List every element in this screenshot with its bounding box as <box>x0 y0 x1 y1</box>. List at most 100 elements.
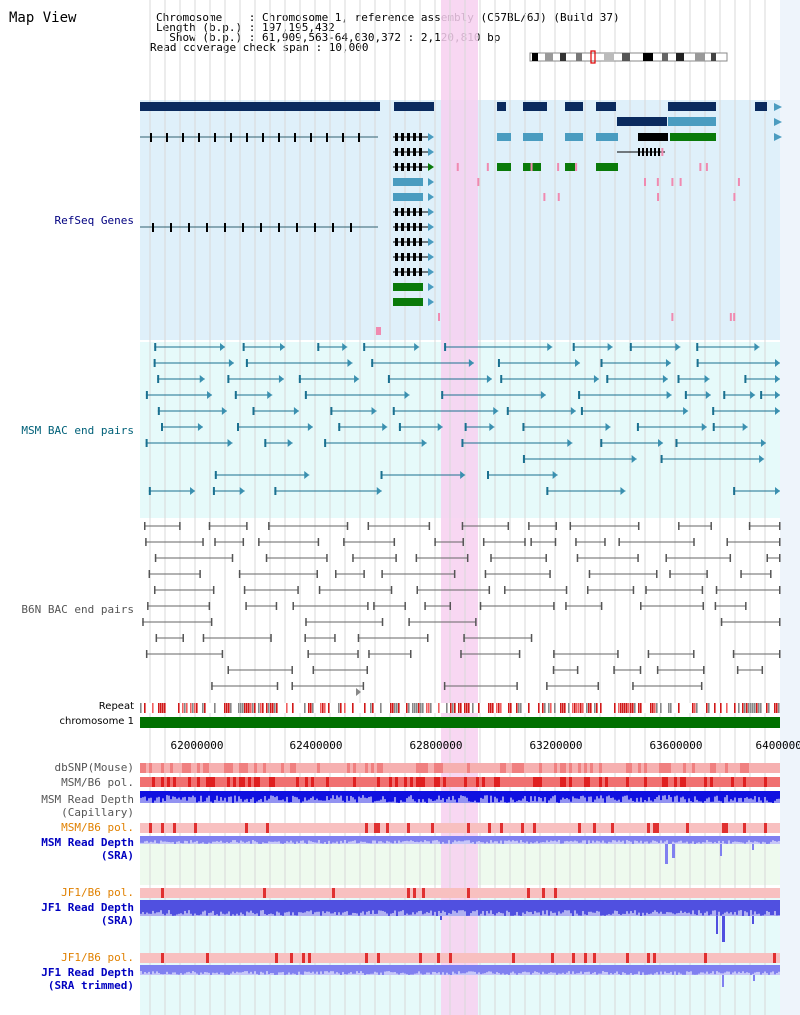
heat-cell <box>242 777 245 787</box>
repeat-element <box>266 703 268 713</box>
depth-variation <box>526 841 528 844</box>
depth-variation <box>492 802 494 803</box>
depth-variation <box>582 973 584 975</box>
repeat-element <box>752 703 754 713</box>
repeat-element <box>190 703 192 713</box>
depth-variation <box>696 799 698 803</box>
depth-variation <box>148 842 150 844</box>
depth-variation <box>238 796 240 803</box>
refseq-genes[interactable] <box>140 102 782 335</box>
bac-end <box>428 522 431 530</box>
heat-cell <box>275 953 278 963</box>
exon <box>419 268 422 276</box>
depth-variation <box>334 842 336 844</box>
bac-end-arrow <box>304 471 310 479</box>
msm-bac-track-label[interactable]: MSM BAC end pairs <box>21 424 134 437</box>
depth-variation <box>336 841 338 844</box>
depth-variation <box>308 799 310 803</box>
repeat-element <box>490 703 492 713</box>
depth-variation <box>758 971 760 975</box>
repeat-element <box>258 703 260 713</box>
depth-variation <box>752 842 754 844</box>
heat-cell <box>167 777 170 787</box>
bac-end <box>760 391 763 399</box>
bac-end <box>779 554 781 562</box>
depth-variation <box>386 971 388 975</box>
bac-end <box>307 650 309 658</box>
depth-spike <box>752 844 754 850</box>
depth-variation <box>334 973 336 975</box>
bac-end <box>600 359 603 367</box>
depth-variation <box>354 799 356 803</box>
heat-cell <box>410 777 413 787</box>
depth-variation <box>444 802 446 803</box>
depth-variation <box>772 840 774 844</box>
refseq-track-label[interactable]: RefSeq Genes <box>54 214 134 227</box>
bac-end <box>179 522 181 530</box>
exon <box>419 253 422 261</box>
b6n-bac-track-label[interactable]: B6N BAC end pairs <box>21 603 134 616</box>
repeat-element <box>186 703 188 713</box>
depth-variation <box>448 840 450 844</box>
repeat-element <box>634 703 636 713</box>
depth-variation <box>384 911 386 916</box>
jf1-depth-trim-label-2: (SRA trimmed) <box>47 979 134 992</box>
depth-variation <box>744 973 746 975</box>
heat-cell <box>419 763 422 773</box>
depth-variation <box>388 841 390 844</box>
depth-variation <box>450 800 452 803</box>
bac-end <box>693 538 695 546</box>
depth-variation <box>192 795 194 803</box>
depth-variation <box>252 797 254 803</box>
highlight-region[interactable] <box>441 0 478 1015</box>
repeat-element <box>588 703 590 713</box>
heat-cell <box>662 777 665 787</box>
depth-variation <box>774 840 776 844</box>
depth-variation <box>174 972 176 975</box>
bac-end <box>148 487 151 495</box>
depth-variation <box>354 913 356 916</box>
depth-variation <box>566 797 568 803</box>
depth-variation <box>380 910 382 916</box>
bac-end <box>632 586 635 594</box>
depth-variation <box>228 911 230 916</box>
repeat-element <box>164 703 166 713</box>
depth-variation <box>428 912 430 916</box>
repeat-element <box>628 703 630 713</box>
repeat-element <box>750 703 752 713</box>
exon <box>262 133 264 142</box>
depth-variation <box>188 971 190 975</box>
depth-variation <box>528 801 530 803</box>
repeat-element <box>328 703 330 713</box>
exon <box>198 133 200 142</box>
depth-variation <box>400 911 402 916</box>
repeat-element <box>196 703 198 713</box>
depth-variation <box>532 843 534 844</box>
depth-variation <box>500 840 502 844</box>
depth-variation <box>200 914 202 916</box>
pink-feature <box>557 193 560 201</box>
depth-variation <box>452 795 454 803</box>
depth-variation <box>370 973 372 975</box>
depth-variation <box>514 973 516 975</box>
depth-variation <box>408 841 410 844</box>
heat-cell <box>431 823 434 833</box>
depth-variation <box>324 800 326 803</box>
depth-variation <box>626 795 628 803</box>
repeat-element <box>472 703 474 713</box>
bac-end <box>588 570 591 578</box>
depth-variation <box>460 973 462 975</box>
bac-end <box>696 359 699 367</box>
b6n-bac-pairs[interactable] <box>142 522 781 696</box>
depth-variation <box>754 841 756 844</box>
depth-variation <box>592 972 594 975</box>
depth-variation <box>544 914 546 916</box>
strand-arrow <box>428 283 434 291</box>
depth-variation <box>514 915 516 916</box>
depth-variation <box>292 973 294 975</box>
chromosome-ideogram[interactable] <box>529 50 728 64</box>
bac-end <box>242 343 245 351</box>
msm-bac-pairs[interactable] <box>145 343 780 495</box>
depth-variation <box>526 801 528 803</box>
